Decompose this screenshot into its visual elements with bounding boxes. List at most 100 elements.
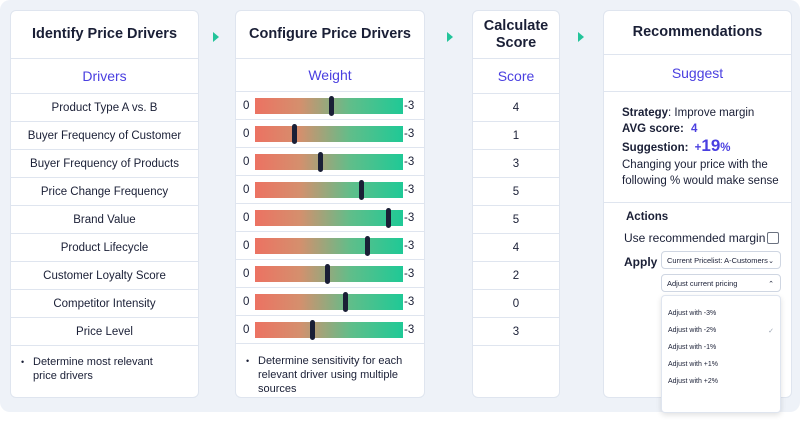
driver-row: Customer Loyalty Score: [11, 262, 198, 290]
weight-min-label: 0: [243, 323, 250, 336]
weight-min-label: 0: [243, 295, 250, 308]
chevron-down-icon: ⌄: [768, 258, 774, 265]
suggestion-desc-line1: Changing your price with the: [622, 159, 768, 171]
identify-title: Identify Price Drivers: [11, 11, 198, 59]
pricing-select-value: Adjust current pricing: [667, 278, 738, 288]
score-cell: 5: [473, 206, 559, 234]
weight-slider-track[interactable]: [255, 291, 403, 312]
weight-slider-handle[interactable]: [329, 95, 334, 116]
use-margin-checkbox[interactable]: [767, 232, 779, 244]
driver-row: Product Type A vs. B: [11, 94, 198, 122]
score-cell: 5: [473, 178, 559, 206]
weight-row: 0 -3: [236, 288, 424, 316]
calculate-title-line2: Score: [495, 34, 537, 51]
weight-min-label: 0: [243, 211, 250, 224]
weight-min-label: 0: [243, 183, 250, 196]
weight-slider-track[interactable]: [255, 235, 403, 256]
bullet-icon: •: [246, 356, 250, 366]
pricing-dropdown: Adjust with -3% Adjust with -2% ✓ Adjust wi…: [661, 295, 781, 413]
identify-note: • Determine most relevant price drivers: [21, 355, 191, 383]
score-cell: 4: [473, 234, 559, 262]
avg-score-line: AVG score: 4: [622, 121, 697, 137]
weight-row: 0 -3: [236, 260, 424, 288]
weight-max-label: -3: [404, 127, 415, 140]
recommendations-panel: Recommendations Suggest Strategy: Improv…: [603, 10, 792, 413]
weight-slider-handle[interactable]: [365, 235, 370, 256]
weight-max-label: -3: [404, 267, 415, 280]
weight-slider-track[interactable]: [255, 151, 403, 172]
identify-note-line2: price drivers: [33, 370, 93, 382]
actions-label: Actions: [626, 211, 669, 223]
identify-panel: Identify Price Drivers Drivers Product T…: [10, 10, 199, 398]
suggestion-sign: +: [694, 142, 702, 154]
arrow-right-icon: [447, 32, 453, 42]
workflow-board: Identify Price Drivers Drivers Product T…: [0, 0, 800, 413]
weight-max-label: -3: [404, 99, 415, 112]
weight-slider-handle[interactable]: [325, 263, 330, 284]
check-icon: ✓: [768, 328, 774, 335]
use-margin-label: Use recommended margin: [624, 231, 766, 245]
pricelist-select[interactable]: Current Pricelist: A-Customers ⌄: [661, 251, 781, 269]
driver-row: Product Lifecycle: [11, 234, 198, 262]
avg-score-value: 4: [690, 123, 698, 135]
weight-header: Weight: [236, 59, 424, 92]
identify-note-line1: Determine most relevant: [33, 356, 153, 368]
score-cell: 1: [473, 122, 559, 150]
weight-slider-handle[interactable]: [292, 123, 297, 144]
pricing-option[interactable]: Adjust with -2% ✓: [668, 327, 774, 335]
driver-row: Competitor Intensity: [11, 290, 198, 318]
configure-note-line2: relevant driver using multiple: [258, 369, 399, 381]
weight-slider-handle[interactable]: [318, 151, 323, 172]
pricelist-select-value: Current Pricelist: A-Customers: [667, 255, 768, 265]
weight-max-label: -3: [404, 211, 415, 224]
weight-min-label: 0: [243, 155, 250, 168]
weight-max-label: -3: [404, 239, 415, 252]
pricing-option-label: Adjust with -1%: [668, 344, 717, 351]
weight-min-label: 0: [243, 99, 250, 112]
configure-title: Configure Price Drivers: [236, 11, 424, 59]
pricing-option[interactable]: Adjust with +2%: [668, 378, 774, 385]
suggestion-line: Suggestion: +19%: [622, 136, 731, 156]
weight-slider-track[interactable]: [255, 95, 403, 116]
pricing-option-label: Adjust with +2%: [668, 378, 718, 385]
score-cell: 2: [473, 262, 559, 290]
bullet-icon: •: [21, 357, 25, 367]
weight-min-label: 0: [243, 239, 250, 252]
weight-row: 0 -3: [236, 92, 424, 120]
weight-max-label: -3: [404, 155, 415, 168]
score-header: Score: [473, 59, 559, 94]
suggestion-desc-line2: following % would make sense: [622, 175, 779, 187]
driver-row: Price Level: [11, 318, 198, 346]
weight-slider-handle[interactable]: [310, 319, 315, 340]
chevron-up-icon: ⌃: [768, 281, 774, 288]
configure-note-line1: Determine sensitivity for each: [258, 355, 403, 367]
weight-min-label: 0: [243, 127, 250, 140]
calculate-title-line1: Calculate: [483, 17, 549, 34]
suggestion-number: 19: [701, 136, 721, 155]
weight-slider-track[interactable]: [255, 263, 403, 284]
pricing-option[interactable]: Adjust with -3%: [668, 310, 774, 317]
driver-row: Price Change Frequency: [11, 178, 198, 206]
arrow-right-icon: [213, 32, 219, 42]
weight-row: 0 -3: [236, 148, 424, 176]
weight-min-label: 0: [243, 267, 250, 280]
weight-slider-handle[interactable]: [343, 291, 348, 312]
pricing-option[interactable]: Adjust with +1%: [668, 361, 774, 368]
suggestion-percent: %: [720, 142, 731, 154]
driver-row: Brand Value: [11, 206, 198, 234]
weight-slider-track[interactable]: [255, 207, 403, 228]
weight-slider-handle[interactable]: [386, 207, 391, 228]
pricing-option[interactable]: Adjust with -1%: [668, 344, 774, 351]
score-cell: 0: [473, 290, 559, 318]
recommendations-title: Recommendations: [604, 11, 791, 55]
pricing-select[interactable]: Adjust current pricing ⌃: [661, 274, 781, 292]
suggest-header: Suggest: [604, 55, 791, 92]
configure-note-line3: sources: [258, 383, 297, 395]
weight-slider-handle[interactable]: [359, 179, 364, 200]
weight-row: 0 -3: [236, 120, 424, 148]
suggestion-label: Suggestion:: [622, 142, 689, 154]
weight-max-label: -3: [404, 295, 415, 308]
weight-slider-track[interactable]: [255, 319, 403, 340]
weight-slider-track[interactable]: [255, 179, 403, 200]
weight-slider-track[interactable]: [255, 123, 403, 144]
